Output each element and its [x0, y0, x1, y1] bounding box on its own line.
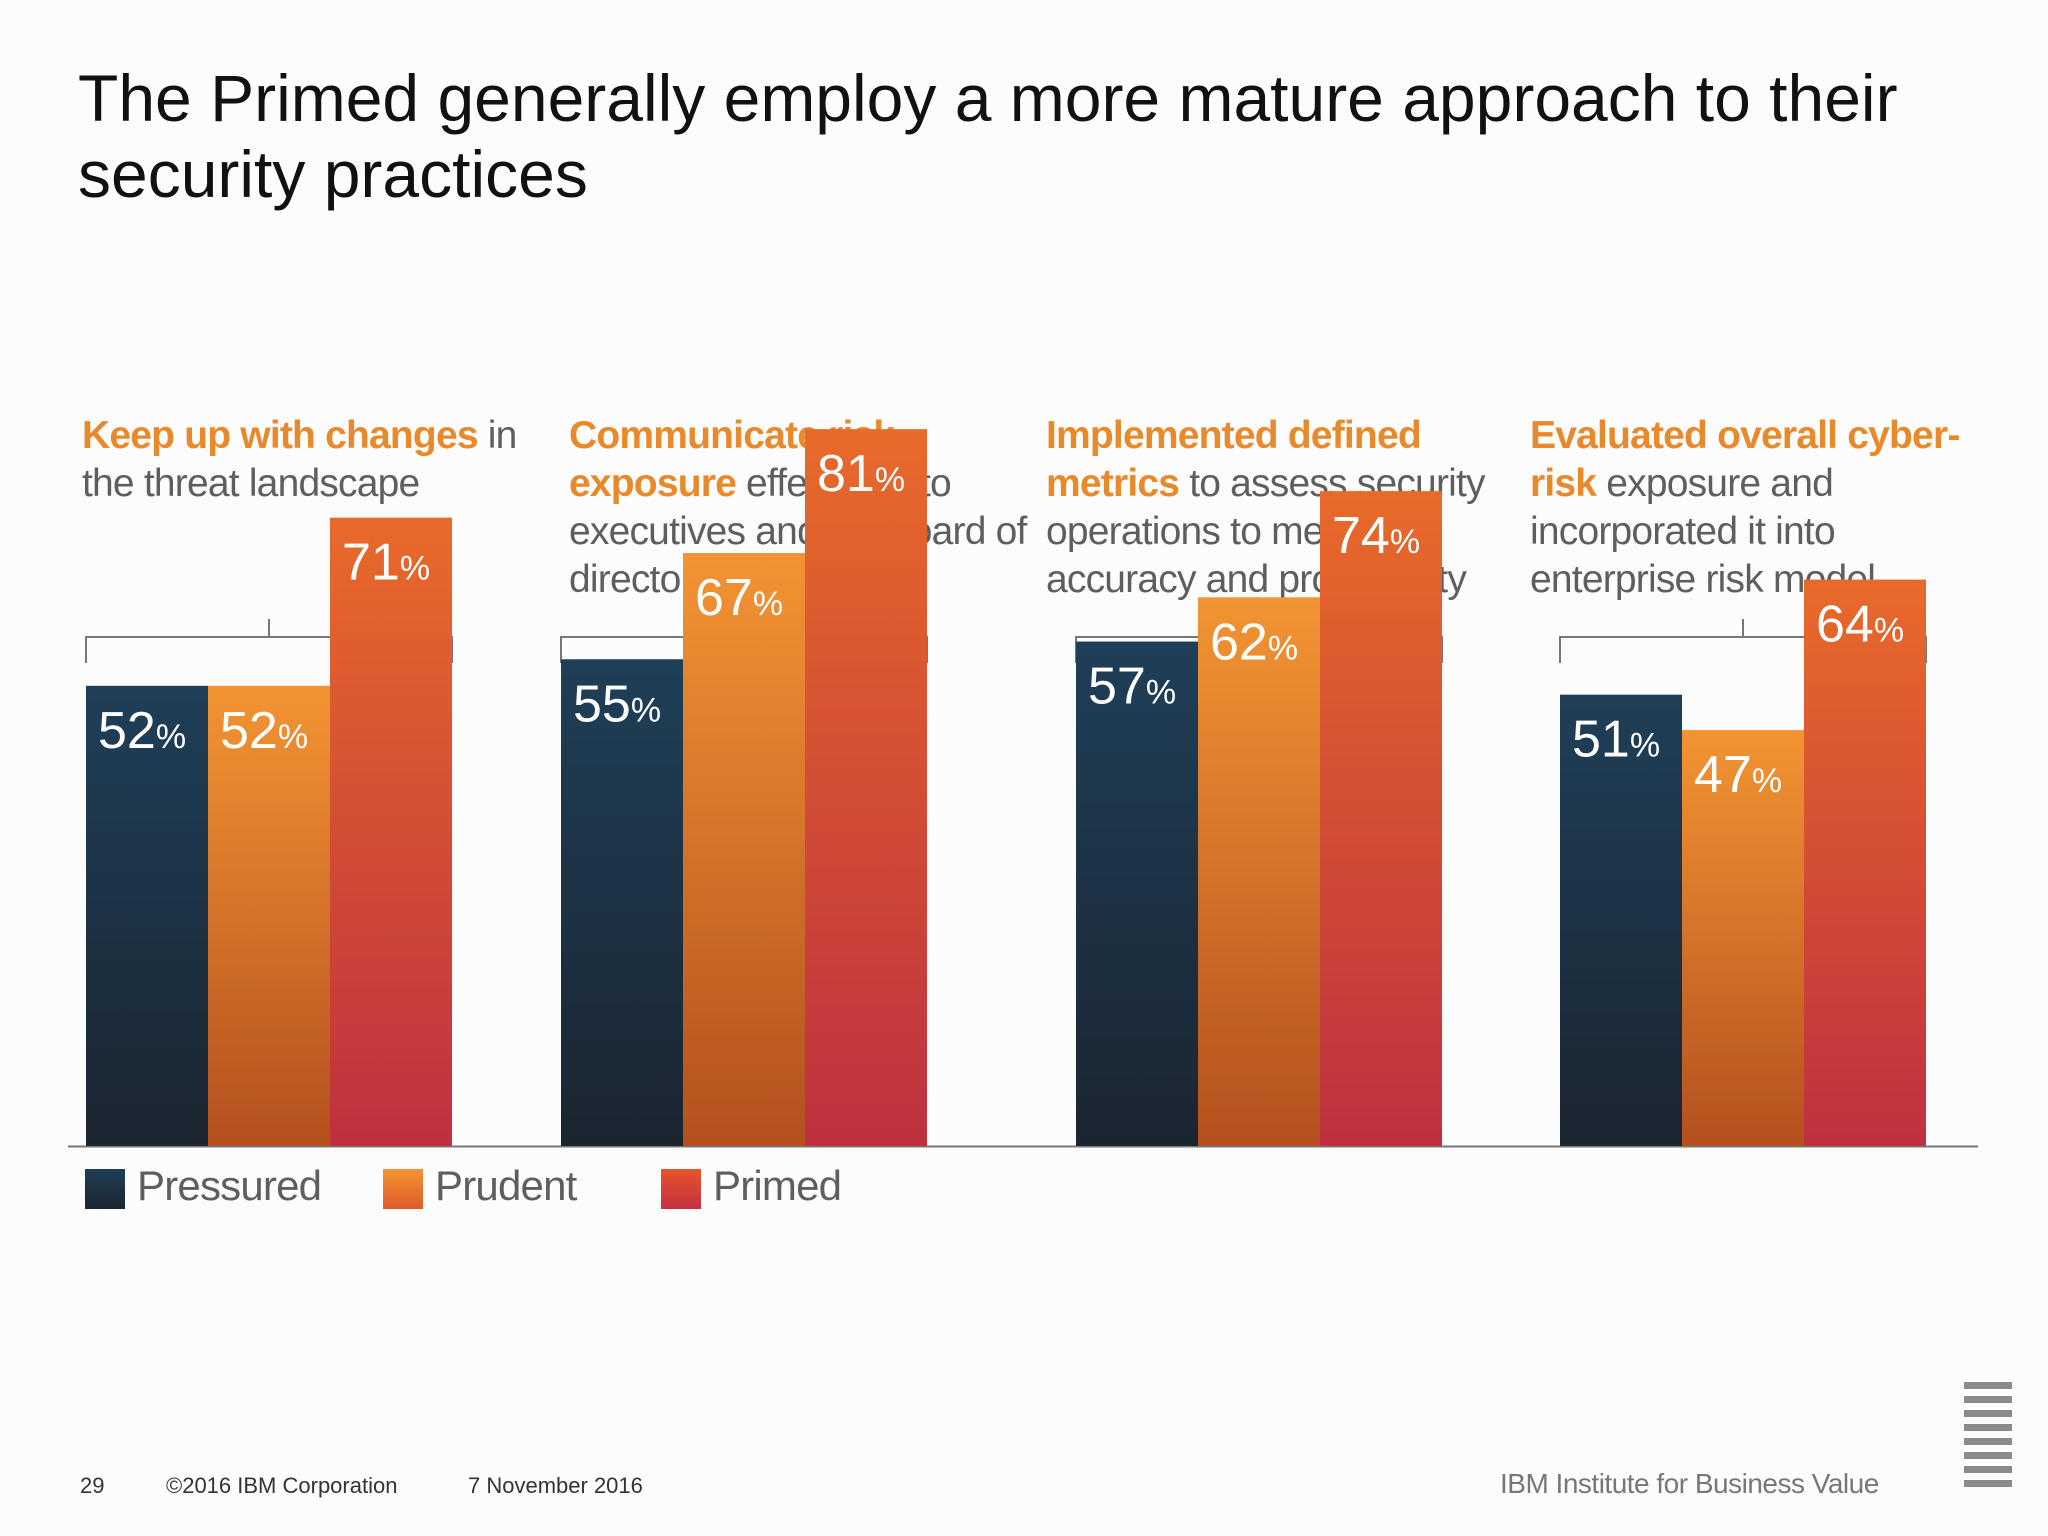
bar-primed-1 — [330, 517, 452, 1146]
legend-label-primed: Primed — [713, 1162, 842, 1209]
caption-text: in the threat landscape — [82, 414, 517, 505]
legend-label-prudent: Prudent — [435, 1162, 577, 1209]
caption-highlight: Keep up with changes — [82, 414, 479, 457]
ibm-logo-stripe — [1964, 1396, 2012, 1403]
data-label-prudent-4: 47% — [1694, 746, 1782, 804]
data-label-primed-4: 64% — [1816, 596, 1904, 654]
bar-group-2: 55% 67% 81% — [560, 429, 928, 1146]
bar-pressured-2 — [561, 659, 683, 1146]
legend-swatch-primed — [661, 1169, 701, 1209]
bar-group-4: 51% 47% 64% — [1559, 579, 1927, 1146]
data-label-pressured-2: 55% — [573, 675, 661, 733]
data-label-prudent-1: 52% — [220, 702, 308, 760]
caption-highlight: Implemented defined metrics — [1046, 414, 1422, 505]
bar-pressured-1 — [86, 685, 208, 1146]
bar-prudent-3 — [1198, 597, 1320, 1146]
bar-prudent-1 — [208, 685, 330, 1146]
ibm-logo-stripe — [1964, 1438, 2012, 1445]
legend-swatch-pressured — [85, 1169, 125, 1209]
data-label-pressured-1: 52% — [98, 702, 186, 760]
ibm-logo — [1964, 1382, 2012, 1494]
bar-group-1: 52% 52% 71% — [85, 517, 453, 1146]
slide-title: The Primed generally employ a more matur… — [78, 61, 1898, 211]
bar-pressured-3 — [1076, 641, 1198, 1146]
data-label-pressured-4: 51% — [1572, 711, 1660, 769]
bar-primed-3 — [1320, 491, 1442, 1147]
legend-label-pressured: Pressured — [137, 1162, 322, 1209]
date: 7 November 2016 — [468, 1473, 643, 1498]
data-label-primed-1: 71% — [342, 534, 430, 592]
ibm-logo-stripe — [1964, 1452, 2012, 1459]
bar-prudent-2 — [683, 553, 805, 1146]
ibm-logo-stripe — [1964, 1466, 2012, 1473]
bar-prudent-4 — [1682, 730, 1804, 1146]
caption-keep-up: Keep up with changes in the threat lands… — [82, 412, 552, 508]
brand-text: IBM Institute for Business Value — [1500, 1468, 1879, 1499]
data-label-primed-3: 74% — [1332, 507, 1420, 565]
data-label-prudent-2: 67% — [695, 569, 783, 627]
data-label-primed-2: 81% — [817, 445, 905, 503]
bar-primed-4 — [1804, 579, 1926, 1146]
data-label-pressured-3: 57% — [1088, 658, 1176, 716]
page-number: 29 — [80, 1473, 105, 1498]
caption-highlight: Evaluated overall cyber-risk — [1530, 414, 1960, 505]
legend-swatch-prudent — [383, 1169, 423, 1209]
data-label-prudent-3: 62% — [1210, 613, 1298, 671]
bar-pressured-4 — [1560, 694, 1682, 1146]
ibm-logo-stripe — [1964, 1410, 2012, 1417]
bar-group-3: 57% 62% 74% — [1075, 491, 1443, 1147]
copyright: ©2016 IBM Corporation — [166, 1473, 398, 1498]
ibm-logo-stripe — [1964, 1424, 2012, 1431]
bar-primed-2 — [805, 429, 927, 1146]
ibm-logo-stripe — [1964, 1480, 2012, 1487]
ibm-logo-stripe — [1964, 1382, 2012, 1389]
